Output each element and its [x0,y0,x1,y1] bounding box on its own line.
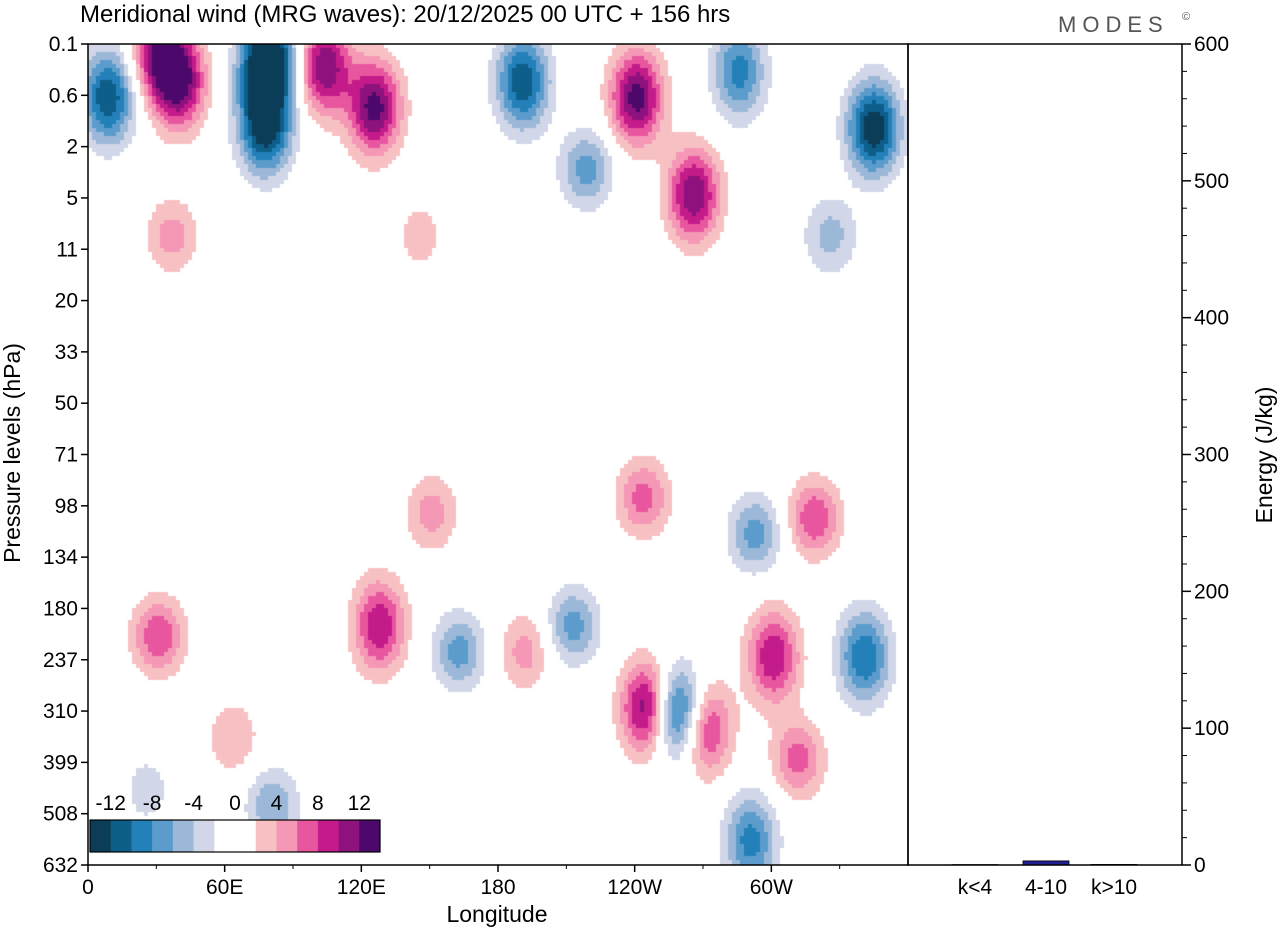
colorbar-label: 0 [229,792,241,815]
colorbar-label: -8 [143,792,162,815]
chart-title: Meridional wind (MRG waves): 20/12/2025 … [80,1,730,28]
colorbar-swatch [338,820,360,852]
energy-category-label: k>10 [1091,876,1137,899]
colorbar-swatch [193,820,215,852]
y-axis-left: 0.1 0.6 2 5 11 20 33 50 71 98 134 180 237 310 399 508 63… [43,33,88,877]
x-tick-label: 60E [206,876,243,899]
energy-panel: k<4 4-10 k>10 [951,860,1138,899]
colorbar-label: -12 [96,792,126,815]
colorbar-swatch [255,820,277,852]
colorbar-label: 8 [312,792,324,815]
modes-logo-mark: © [1182,11,1190,23]
colorbar-swatch [359,820,381,852]
energy-tick-label: 0 [1194,854,1206,877]
energy-category-label: k<4 [958,876,993,899]
y-tick-label: 399 [43,751,78,774]
y-tick-label: 0.6 [49,84,78,107]
y-tick-label: 2 [66,136,78,159]
y-tick-label: 98 [55,495,78,518]
energy-axis-label: Energy (J/kg) [1251,387,1277,524]
energy-frame [907,43,1183,866]
y-tick-label: 310 [43,700,78,723]
colorbar-swatch [131,820,153,852]
colorbar-label: -4 [184,792,203,815]
colorbar-swatch [90,820,112,852]
y-tick-label: 33 [55,341,78,364]
colorbar-label: 12 [348,792,371,815]
colorbar-swatch [172,820,194,852]
colorbar: -12 -8 -4 0 4 8 12 [89,792,381,853]
x-tick-label: 120W [607,876,662,899]
colorbar-swatch [297,820,319,852]
energy-tick-label: 500 [1194,170,1229,193]
colorbar-swatch [276,820,298,852]
energy-tick-label: 100 [1194,717,1229,740]
energy-tick-label: 200 [1194,580,1229,603]
x-tick-label: 180 [480,876,515,899]
energy-category-label: 4-10 [1025,876,1067,899]
colorbar-swatch [110,820,132,852]
energy-tick-label: 300 [1194,444,1229,467]
colorbar-frame [89,819,381,853]
y-tick-label: 632 [43,854,78,877]
colorbar-swatch [152,820,174,852]
y-tick-label: 180 [43,597,78,620]
y-tick-label: 5 [66,187,78,210]
energy-tick-label: 600 [1194,33,1229,56]
y-tick-label: 0.1 [49,33,78,56]
heatmap-image [88,44,908,865]
x-tick-label: 0 [82,876,94,899]
x-axis: 0 60E 120E 180 120W 60W [82,865,841,899]
modes-logo: MODES [1058,12,1169,37]
heatmap-field [88,44,908,865]
x-tick-label: 120E [337,876,386,899]
y-axis-label: Pressure levels (hPa) [0,343,25,563]
x-tick-label: 60W [750,876,793,899]
y-tick-label: 20 [55,290,78,313]
colorbar-swatch [214,820,236,852]
x-axis-label: Longitude [446,901,547,927]
colorbar-swatch [235,820,257,852]
y-tick-label: 134 [43,546,78,569]
energy-tick-label: 400 [1194,307,1229,330]
energy-axis: 0 100 200 300 400 500 600 [1182,33,1229,877]
colorbar-label: 4 [271,792,283,815]
y-tick-label: 237 [43,649,78,672]
y-tick-label: 508 [43,803,78,826]
colorbar-swatch [317,820,339,852]
y-tick-label: 50 [55,392,78,415]
y-tick-label: 71 [55,444,78,467]
y-tick-label: 11 [56,238,78,261]
